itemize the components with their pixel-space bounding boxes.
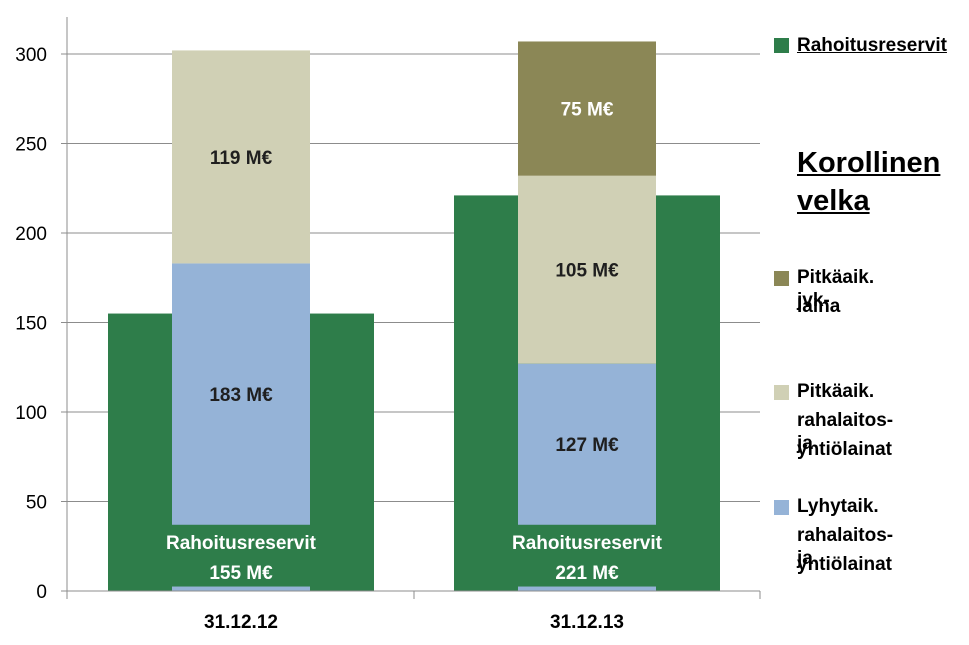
legend-swatch-reserve (774, 38, 789, 53)
x-tick-label: 31.12.13 (550, 612, 624, 633)
debt-segment (172, 50, 310, 264)
segment-value-label: 119 M€ (210, 148, 273, 169)
debt-segment (518, 41, 656, 176)
legend-title-line1: Korollinen (797, 147, 941, 179)
reserve-inner-label: Rahoitusreservit (512, 533, 663, 554)
segment-value-label: 183 M€ (209, 385, 273, 406)
legend-label-short-line1: Lyhytaik. (797, 496, 879, 517)
y-tick-label: 200 (15, 224, 47, 245)
legend-swatch-short (774, 500, 789, 515)
debt-bar-base-sliver (172, 586, 310, 591)
segment-value-label: 105 M€ (555, 261, 619, 282)
debt-bar-base-sliver (518, 586, 656, 591)
segment-value-label: 127 M€ (555, 435, 619, 456)
reserve-inner-label: Rahoitusreservit (166, 533, 317, 554)
debt-segment (518, 363, 656, 525)
legend-label-short-line2: rahalaitos- ja (797, 525, 894, 569)
debt-segment (518, 175, 656, 364)
legend-swatch-long (774, 385, 789, 400)
y-tick-label: 150 (15, 314, 47, 335)
reserve-value-label: 155 M€ (209, 563, 273, 584)
legend-label-long-line2: rahalaitos- ja (797, 410, 894, 454)
legend-label-long-line1: Pitkäaik. (797, 381, 875, 402)
legend-label-long-line3: yhtiölainat (797, 439, 893, 460)
y-tick-label: 100 (15, 403, 47, 424)
segment-value-label: 75 M€ (561, 100, 614, 121)
y-tick-label: 300 (15, 45, 47, 66)
y-tick-label: 0 (36, 582, 47, 603)
legend-title-line2: velka (797, 185, 870, 217)
labels: 183 M€ 119 M€ Rahoitusreservit 155 M€ 127 M€… (166, 100, 663, 584)
legend-label-short-line3: yhtiölainat (797, 554, 893, 575)
debt-bars (172, 41, 656, 591)
axes: 0 50 100 150 200 250 300 31.12.12 31.12.13 (15, 17, 761, 633)
y-tick-label: 50 (26, 493, 47, 514)
legend-label-jvk-line2: laina (797, 296, 841, 317)
legend-label-jvk-line1: Pitkäaik. jvk- (797, 267, 875, 311)
legend-label-reserve: Rahoitusreservit (797, 35, 947, 56)
y-tick-label: 250 (15, 135, 47, 156)
debt-segment (172, 263, 310, 525)
reserve-value-label: 221 M€ (555, 563, 619, 584)
x-tick-label: 31.12.12 (204, 612, 278, 633)
legend-swatch-jvk (774, 271, 789, 286)
